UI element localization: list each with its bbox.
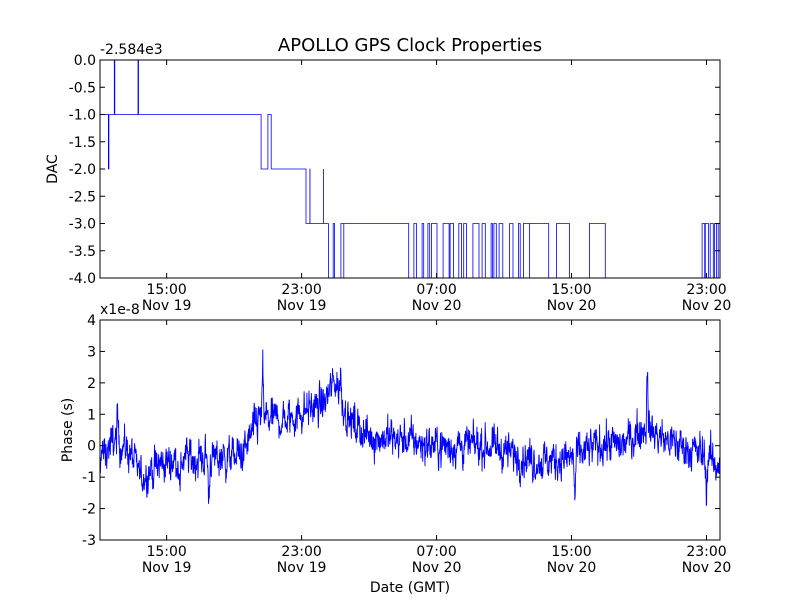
- x-tick-date-label: Nov 20: [412, 298, 462, 314]
- y-offset-text: x1e-8: [100, 302, 140, 318]
- y-tick-label: 4: [87, 313, 96, 329]
- y-tick-label: 3: [87, 344, 96, 360]
- x-tick-date-label: Nov 19: [142, 298, 192, 314]
- x-tick-time-label: 07:00: [416, 282, 456, 298]
- x-axis-label: Date (GMT): [370, 580, 450, 596]
- x-tick-time-label: 15:00: [146, 282, 186, 298]
- y-axis-label: Phase (s): [60, 398, 76, 462]
- x-tick-time-label: 23:00: [686, 282, 726, 298]
- y-offset-text: -2.584e3: [100, 42, 163, 58]
- x-tick-time-label: 15:00: [146, 544, 186, 560]
- x-tick-time-label: 15:00: [551, 544, 591, 560]
- y-tick-label: -2: [82, 502, 96, 518]
- y-tick-label: -3.5: [69, 244, 96, 260]
- y-tick-label: 0.0: [74, 53, 96, 69]
- y-tick-label: -2.5: [69, 189, 96, 205]
- phase-series-line: [100, 349, 720, 506]
- dac-series-line: [100, 60, 720, 278]
- x-tick-time-label: 23:00: [686, 544, 726, 560]
- y-tick-label: 1: [87, 407, 96, 423]
- y-tick-label: -1: [82, 470, 96, 486]
- y-tick-label: -3.0: [69, 217, 96, 233]
- x-tick-date-label: Nov 20: [682, 298, 732, 314]
- y-axis-label: DAC: [45, 154, 61, 184]
- x-tick-date-label: Nov 19: [277, 560, 327, 576]
- x-tick-date-label: Nov 20: [547, 298, 597, 314]
- y-tick-label: -3: [82, 533, 96, 549]
- y-tick-label: 0: [87, 439, 96, 455]
- y-tick-label: -0.5: [69, 80, 96, 96]
- y-tick-label: 2: [87, 376, 96, 392]
- x-tick-time-label: 15:00: [551, 282, 591, 298]
- y-tick-label: -2.0: [69, 162, 96, 178]
- y-tick-label: -4.0: [69, 271, 96, 287]
- x-tick-date-label: Nov 20: [412, 560, 462, 576]
- dac-panel: 0.0 -0.5 -1.0 -1.5 -2.0 -2.5 -3.0 -3.5 -4.0 15:00…: [45, 42, 731, 314]
- x-tick-date-label: Nov 19: [142, 560, 192, 576]
- y-tick-label: -1.0: [69, 108, 96, 124]
- x-tick-time-label: 23:00: [281, 282, 321, 298]
- axes-frame: [99, 319, 721, 541]
- x-tick-date-label: Nov 19: [277, 298, 327, 314]
- x-tick-time-label: 23:00: [281, 544, 321, 560]
- y-tick-label: -1.5: [69, 135, 96, 151]
- x-tick-time-label: 07:00: [416, 544, 456, 560]
- x-tick-date-label: Nov 20: [682, 560, 732, 576]
- chart-title: APOLLO GPS Clock Properties: [278, 35, 542, 56]
- x-tick-date-label: Nov 20: [547, 560, 597, 576]
